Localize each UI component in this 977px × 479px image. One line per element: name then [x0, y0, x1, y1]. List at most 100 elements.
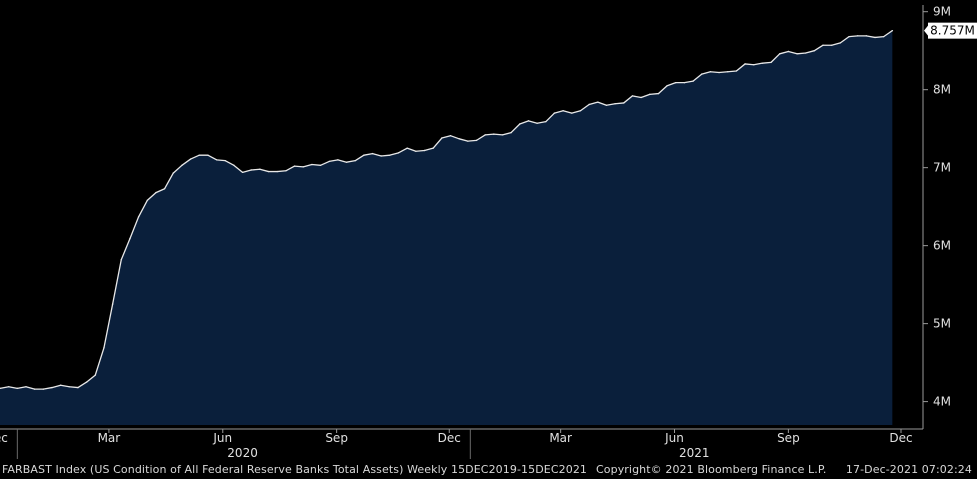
x-tick-label: Jun [212, 431, 232, 445]
data-point [787, 50, 790, 53]
data-point [267, 170, 270, 173]
data-point [839, 42, 842, 44]
data-point [163, 188, 166, 190]
data-point [172, 172, 174, 174]
data-point [111, 303, 114, 305]
data-point [830, 44, 833, 46]
data-point [519, 123, 521, 125]
data-point [536, 122, 538, 124]
data-point [666, 85, 668, 87]
x-tick-label: Mar [98, 431, 121, 445]
data-point [545, 120, 547, 123]
data-point [224, 159, 226, 162]
series-line [0, 30, 893, 390]
x-tick-label: Dec [0, 431, 8, 445]
data-point [631, 95, 634, 97]
data-point [129, 237, 131, 240]
data-point [822, 44, 824, 46]
copyright-text: Copyright© 2021 Bloomberg Finance L.P. [596, 463, 827, 476]
x-tick-label: Dec [438, 431, 461, 445]
data-point [571, 112, 573, 114]
year-label: 2020 [227, 446, 258, 460]
data-point [16, 387, 19, 390]
x-tick-label: Mar [549, 431, 572, 445]
data-point [198, 154, 200, 156]
data-point [441, 137, 443, 139]
data-point [848, 35, 850, 38]
data-point [779, 53, 781, 55]
data-point [891, 29, 894, 32]
data-point [120, 258, 122, 261]
data-point [623, 102, 625, 104]
data-point [389, 154, 391, 156]
data-point [328, 160, 330, 163]
y-tick-label: 7M [933, 161, 951, 175]
data-point [233, 164, 235, 167]
data-point [363, 154, 365, 156]
index-description: FARBAST Index (US Condition of All Feder… [2, 463, 588, 476]
data-point [475, 139, 478, 142]
data-point [484, 134, 486, 136]
data-point [493, 133, 495, 135]
data-point [354, 159, 356, 162]
data-point [215, 159, 218, 161]
label-layer: 8.757M [924, 22, 977, 39]
data-point [727, 71, 729, 73]
data-point [285, 170, 287, 172]
last-value-box [928, 22, 977, 39]
data-point [241, 171, 244, 174]
data-point [527, 120, 530, 122]
data-point [770, 61, 772, 64]
data-point [761, 62, 764, 64]
data-point [423, 149, 426, 152]
data-point [406, 147, 408, 149]
data-point [501, 134, 504, 136]
series-area [0, 30, 893, 426]
data-point [293, 165, 296, 167]
data-point [380, 155, 382, 157]
data-point [7, 386, 10, 388]
data-point [882, 35, 885, 38]
data-point [371, 152, 374, 155]
data-point [259, 168, 261, 170]
data-point [337, 159, 339, 161]
data-point [856, 35, 859, 37]
data-point [449, 134, 452, 137]
data-point [319, 164, 322, 167]
y-tick-label: 9M [933, 5, 951, 19]
year-label: 2021 [679, 446, 710, 460]
data-point [276, 170, 278, 173]
data-point [0, 387, 1, 390]
data-point [51, 386, 53, 389]
data-point [718, 71, 720, 74]
timestamp: 17-Dec-2021 07:02:24 [845, 463, 972, 476]
data-point [753, 64, 755, 66]
data-point [68, 386, 71, 388]
data-point [33, 388, 36, 390]
y-tick-label: 4M [933, 395, 951, 409]
data-point [709, 71, 712, 73]
x-tick-label: Sep [325, 431, 348, 445]
data-point [103, 347, 105, 349]
data-point [588, 103, 590, 106]
data-point [805, 52, 807, 54]
data-point [181, 164, 183, 167]
data-point [137, 216, 140, 218]
data-point [155, 191, 157, 194]
data-point [415, 150, 417, 152]
data-point [744, 63, 746, 65]
data-point [77, 386, 79, 389]
data-point [865, 35, 868, 37]
data-point [207, 154, 209, 156]
data-point [432, 147, 434, 149]
data-point [597, 101, 599, 103]
data-point [42, 388, 45, 390]
data-point [467, 140, 469, 142]
data-point [657, 92, 660, 95]
y-tick-label: 5M [933, 317, 951, 331]
last-value-label: 8.757M [930, 24, 975, 38]
data-point [25, 386, 27, 388]
x-tick-label: Sep [777, 431, 800, 445]
data-point [735, 70, 738, 72]
